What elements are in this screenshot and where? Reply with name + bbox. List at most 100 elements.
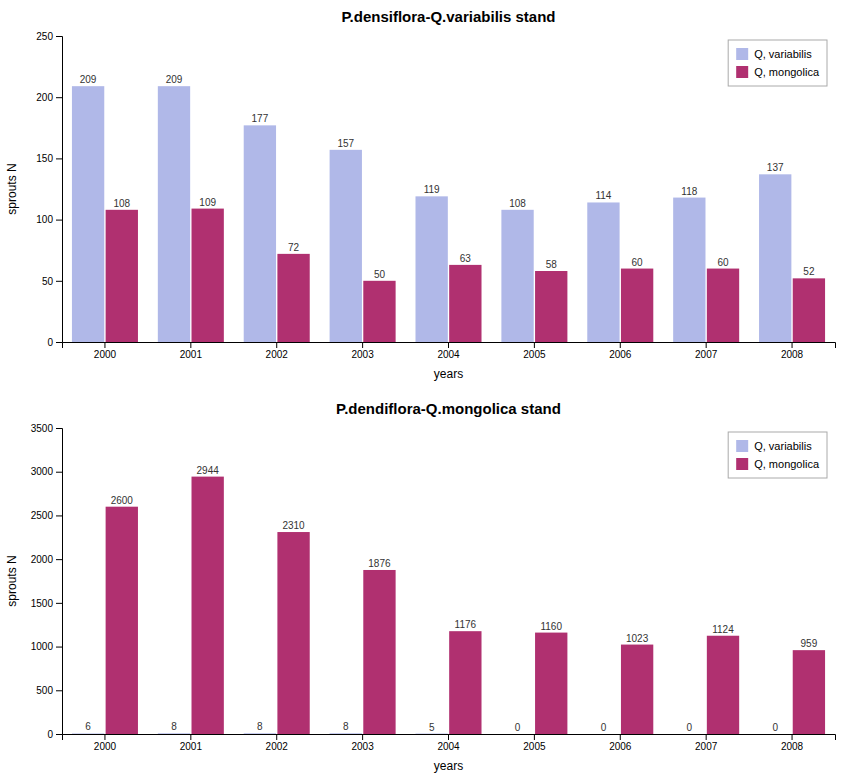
legend-swatch (736, 440, 748, 452)
data-label: 2310 (282, 520, 305, 531)
tick-mark (792, 342, 793, 348)
bar (363, 281, 395, 342)
data-label: 8 (343, 721, 349, 732)
y-tick: 2000 (31, 554, 62, 565)
x-tick: 2002 (266, 734, 289, 752)
bar (673, 198, 705, 342)
tick-label: 3500 (31, 423, 54, 434)
tick-mark (104, 342, 105, 348)
data-label: 0 (515, 722, 521, 733)
tick-label: 1000 (31, 641, 54, 652)
legend-label: Q, mongolica (754, 458, 820, 470)
tick-mark (56, 220, 62, 221)
tick-label: 50 (42, 276, 54, 287)
y-axis: 0500100015002000250030003500 (31, 423, 63, 740)
tick-mark (706, 342, 707, 348)
tick-label: 150 (36, 153, 53, 164)
tick-label: 2002 (266, 349, 289, 360)
bar (330, 733, 362, 734)
x-axis-title: years (434, 759, 463, 773)
legend: Q, variabilis Q, mongolica (728, 40, 827, 86)
bar (793, 650, 825, 734)
axis-line (63, 343, 836, 349)
data-label: 5 (429, 722, 435, 733)
data-label: 8 (171, 721, 177, 732)
tick-label: 2007 (695, 349, 718, 360)
tick-label: 2003 (351, 741, 374, 752)
tick-label: 2500 (31, 510, 54, 521)
axis-line (63, 735, 836, 741)
bar (106, 507, 138, 734)
y-tick: 3000 (31, 466, 62, 477)
legend-item: Q, variabilis (736, 48, 812, 60)
data-label: 108 (113, 198, 130, 209)
tick-mark (56, 36, 62, 37)
x-tick: 2000 (94, 342, 117, 360)
tick-mark (276, 342, 277, 348)
bar (415, 196, 447, 342)
data-label: 959 (801, 638, 818, 649)
plot-area: 6888500002600294423101876117611601023112… (31, 423, 836, 752)
legend-label: Q, variabilis (754, 48, 812, 60)
data-label: 50 (374, 269, 386, 280)
legend-item: Q, mongolica (736, 66, 820, 78)
data-label: 1176 (455, 619, 477, 630)
x-axis: 200020012002200320042005200620072008 (63, 342, 836, 360)
tick-mark (276, 734, 277, 740)
bar (449, 631, 481, 734)
y-tick: 3500 (31, 423, 62, 434)
tick-mark (190, 734, 191, 740)
tick-mark (56, 342, 62, 343)
tick-label: 250 (36, 31, 53, 42)
tick-mark (56, 515, 62, 516)
panel: 6888500002600294423101876117611601023112… (5, 400, 836, 773)
legend-swatch (736, 48, 748, 60)
tick-label: 100 (36, 214, 53, 225)
tick-label: 2000 (31, 554, 54, 565)
tick-mark (56, 97, 62, 98)
y-tick: 0 (47, 337, 62, 348)
y-tick: 100 (36, 214, 62, 225)
x-tick: 2006 (609, 734, 632, 752)
tick-mark (792, 734, 793, 740)
data-label: 0 (687, 722, 693, 733)
x-tick: 2003 (351, 342, 374, 360)
data-label: 108 (509, 198, 526, 209)
data-label: 118 (681, 186, 697, 197)
y-axis: 050100150200250 (36, 31, 62, 348)
tick-mark (190, 342, 191, 348)
x-tick: 2007 (695, 342, 718, 360)
tick-mark (362, 342, 363, 348)
tick-mark (362, 734, 363, 740)
tick-mark (620, 734, 621, 740)
data-label: 1023 (626, 633, 649, 644)
bar (244, 733, 276, 734)
bar (535, 633, 567, 734)
legend-item: Q, mongolica (736, 458, 820, 470)
tick-mark (56, 158, 62, 159)
x-tick: 2005 (523, 342, 546, 360)
y-tick: 1000 (31, 641, 62, 652)
tick-mark (56, 734, 62, 735)
x-tick: 2005 (523, 734, 546, 752)
tick-mark (56, 647, 62, 648)
x-tick: 2008 (781, 734, 804, 752)
data-label: 209 (80, 74, 97, 85)
tick-label: 500 (36, 685, 53, 696)
data-label: 6 (85, 721, 91, 732)
tick-mark (56, 559, 62, 560)
bar (535, 271, 567, 342)
tick-mark (56, 690, 62, 691)
y-tick: 150 (36, 153, 62, 164)
data-label: 1160 (540, 621, 562, 632)
bar (72, 733, 104, 734)
bar (192, 477, 224, 734)
tick-mark (534, 734, 535, 740)
tick-label: 2003 (351, 349, 374, 360)
bar (449, 265, 481, 342)
plot-area: 2092091771571191081141181371081097250635… (36, 31, 835, 360)
x-tick: 2001 (180, 342, 203, 360)
bar (793, 278, 825, 342)
legend-swatch (736, 458, 748, 470)
data-label: 60 (717, 257, 729, 268)
